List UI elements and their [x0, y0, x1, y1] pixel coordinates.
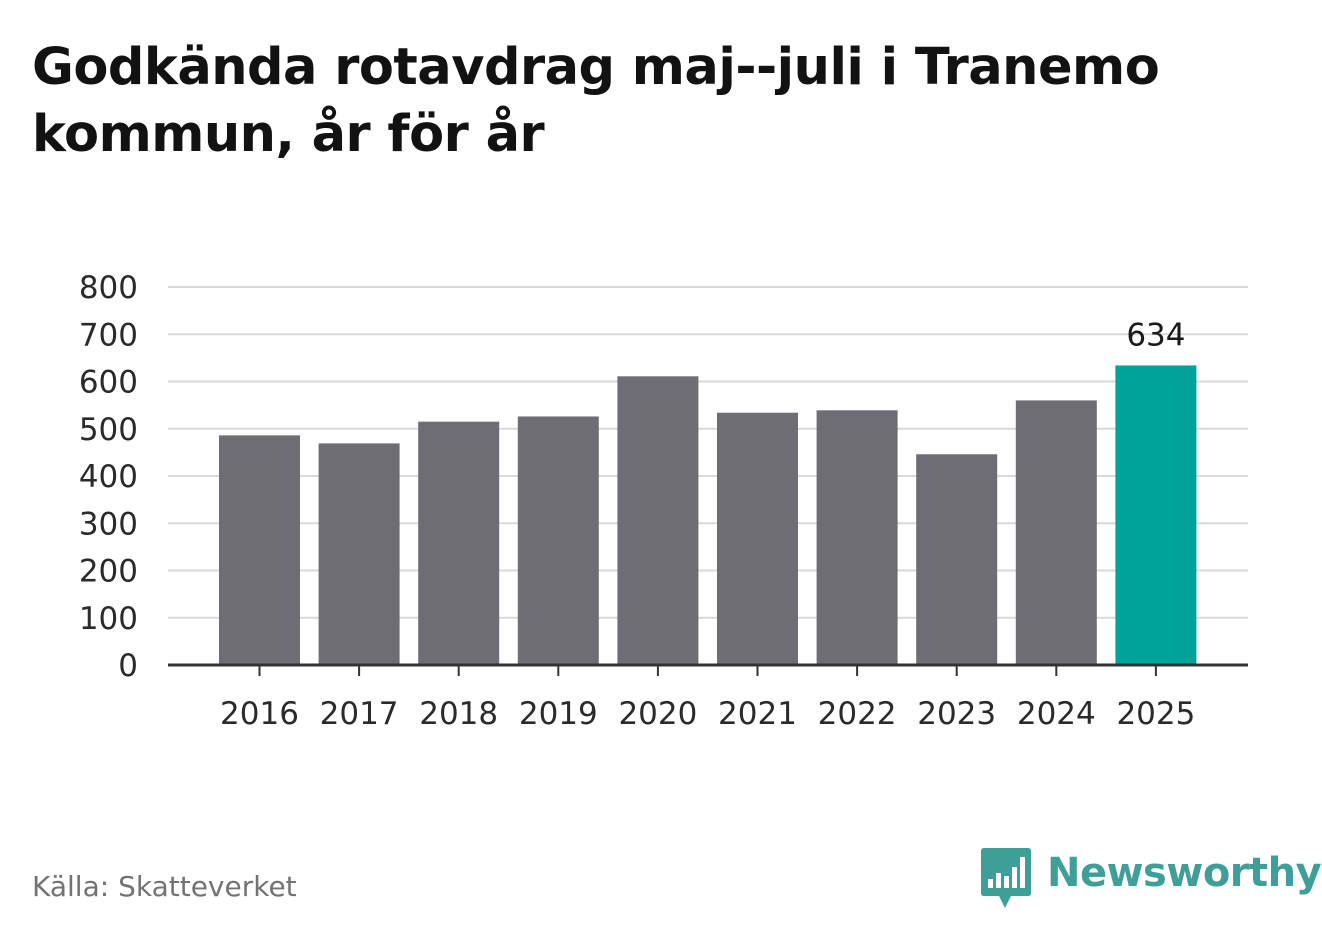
x-tick-label: 2018 [419, 696, 498, 732]
bar [517, 416, 599, 665]
source-note: Källa: Skatteverket [32, 870, 297, 903]
brand-name: Newsworthy [1047, 850, 1322, 896]
y-tick-label: 600 [79, 365, 138, 401]
newsworthy-logo-icon [981, 848, 1031, 908]
y-tick-label: 800 [79, 270, 138, 306]
bar [318, 443, 400, 665]
x-tick-label: 2020 [618, 696, 697, 732]
x-tick-label: 2025 [1116, 696, 1195, 732]
y-tick-label: 200 [79, 554, 138, 590]
y-tick-label: 100 [79, 601, 138, 637]
x-axis: 2016 2017 2018 2019 2020 2021 2022 2023 2024 2025 [168, 663, 1248, 732]
bars [219, 365, 1197, 665]
x-tick-label: 2024 [1017, 696, 1096, 732]
x-tick-label: 2021 [718, 696, 797, 732]
bar [1015, 400, 1097, 665]
bar [916, 454, 998, 665]
bar [1115, 365, 1197, 665]
x-tick-label: 2022 [818, 696, 897, 732]
y-tick-label: 0 [118, 648, 138, 684]
data-label: 634 [1126, 317, 1185, 353]
x-tick-label: 2017 [320, 696, 399, 732]
brand-logo: Newsworthy [981, 848, 1322, 910]
y-tick-label: 300 [79, 506, 138, 542]
data-labels: 634 [1126, 317, 1185, 353]
y-tick-label: 500 [79, 412, 138, 448]
x-tick-label: 2016 [220, 696, 299, 732]
chart-title: Godkända rotavdrag maj--juli i Tranemo k… [32, 38, 1160, 164]
x-tick-label: 2023 [917, 696, 996, 732]
x-tick-label: 2019 [519, 696, 598, 732]
bar [816, 410, 898, 665]
bar [717, 412, 798, 665]
y-axis: 0 100 200 300 400 500 600 700 800 [79, 270, 138, 684]
bar [418, 421, 500, 665]
y-tick-label: 700 [79, 317, 138, 353]
y-tick-label: 400 [79, 459, 138, 495]
bar [219, 435, 300, 665]
bar [617, 376, 699, 665]
